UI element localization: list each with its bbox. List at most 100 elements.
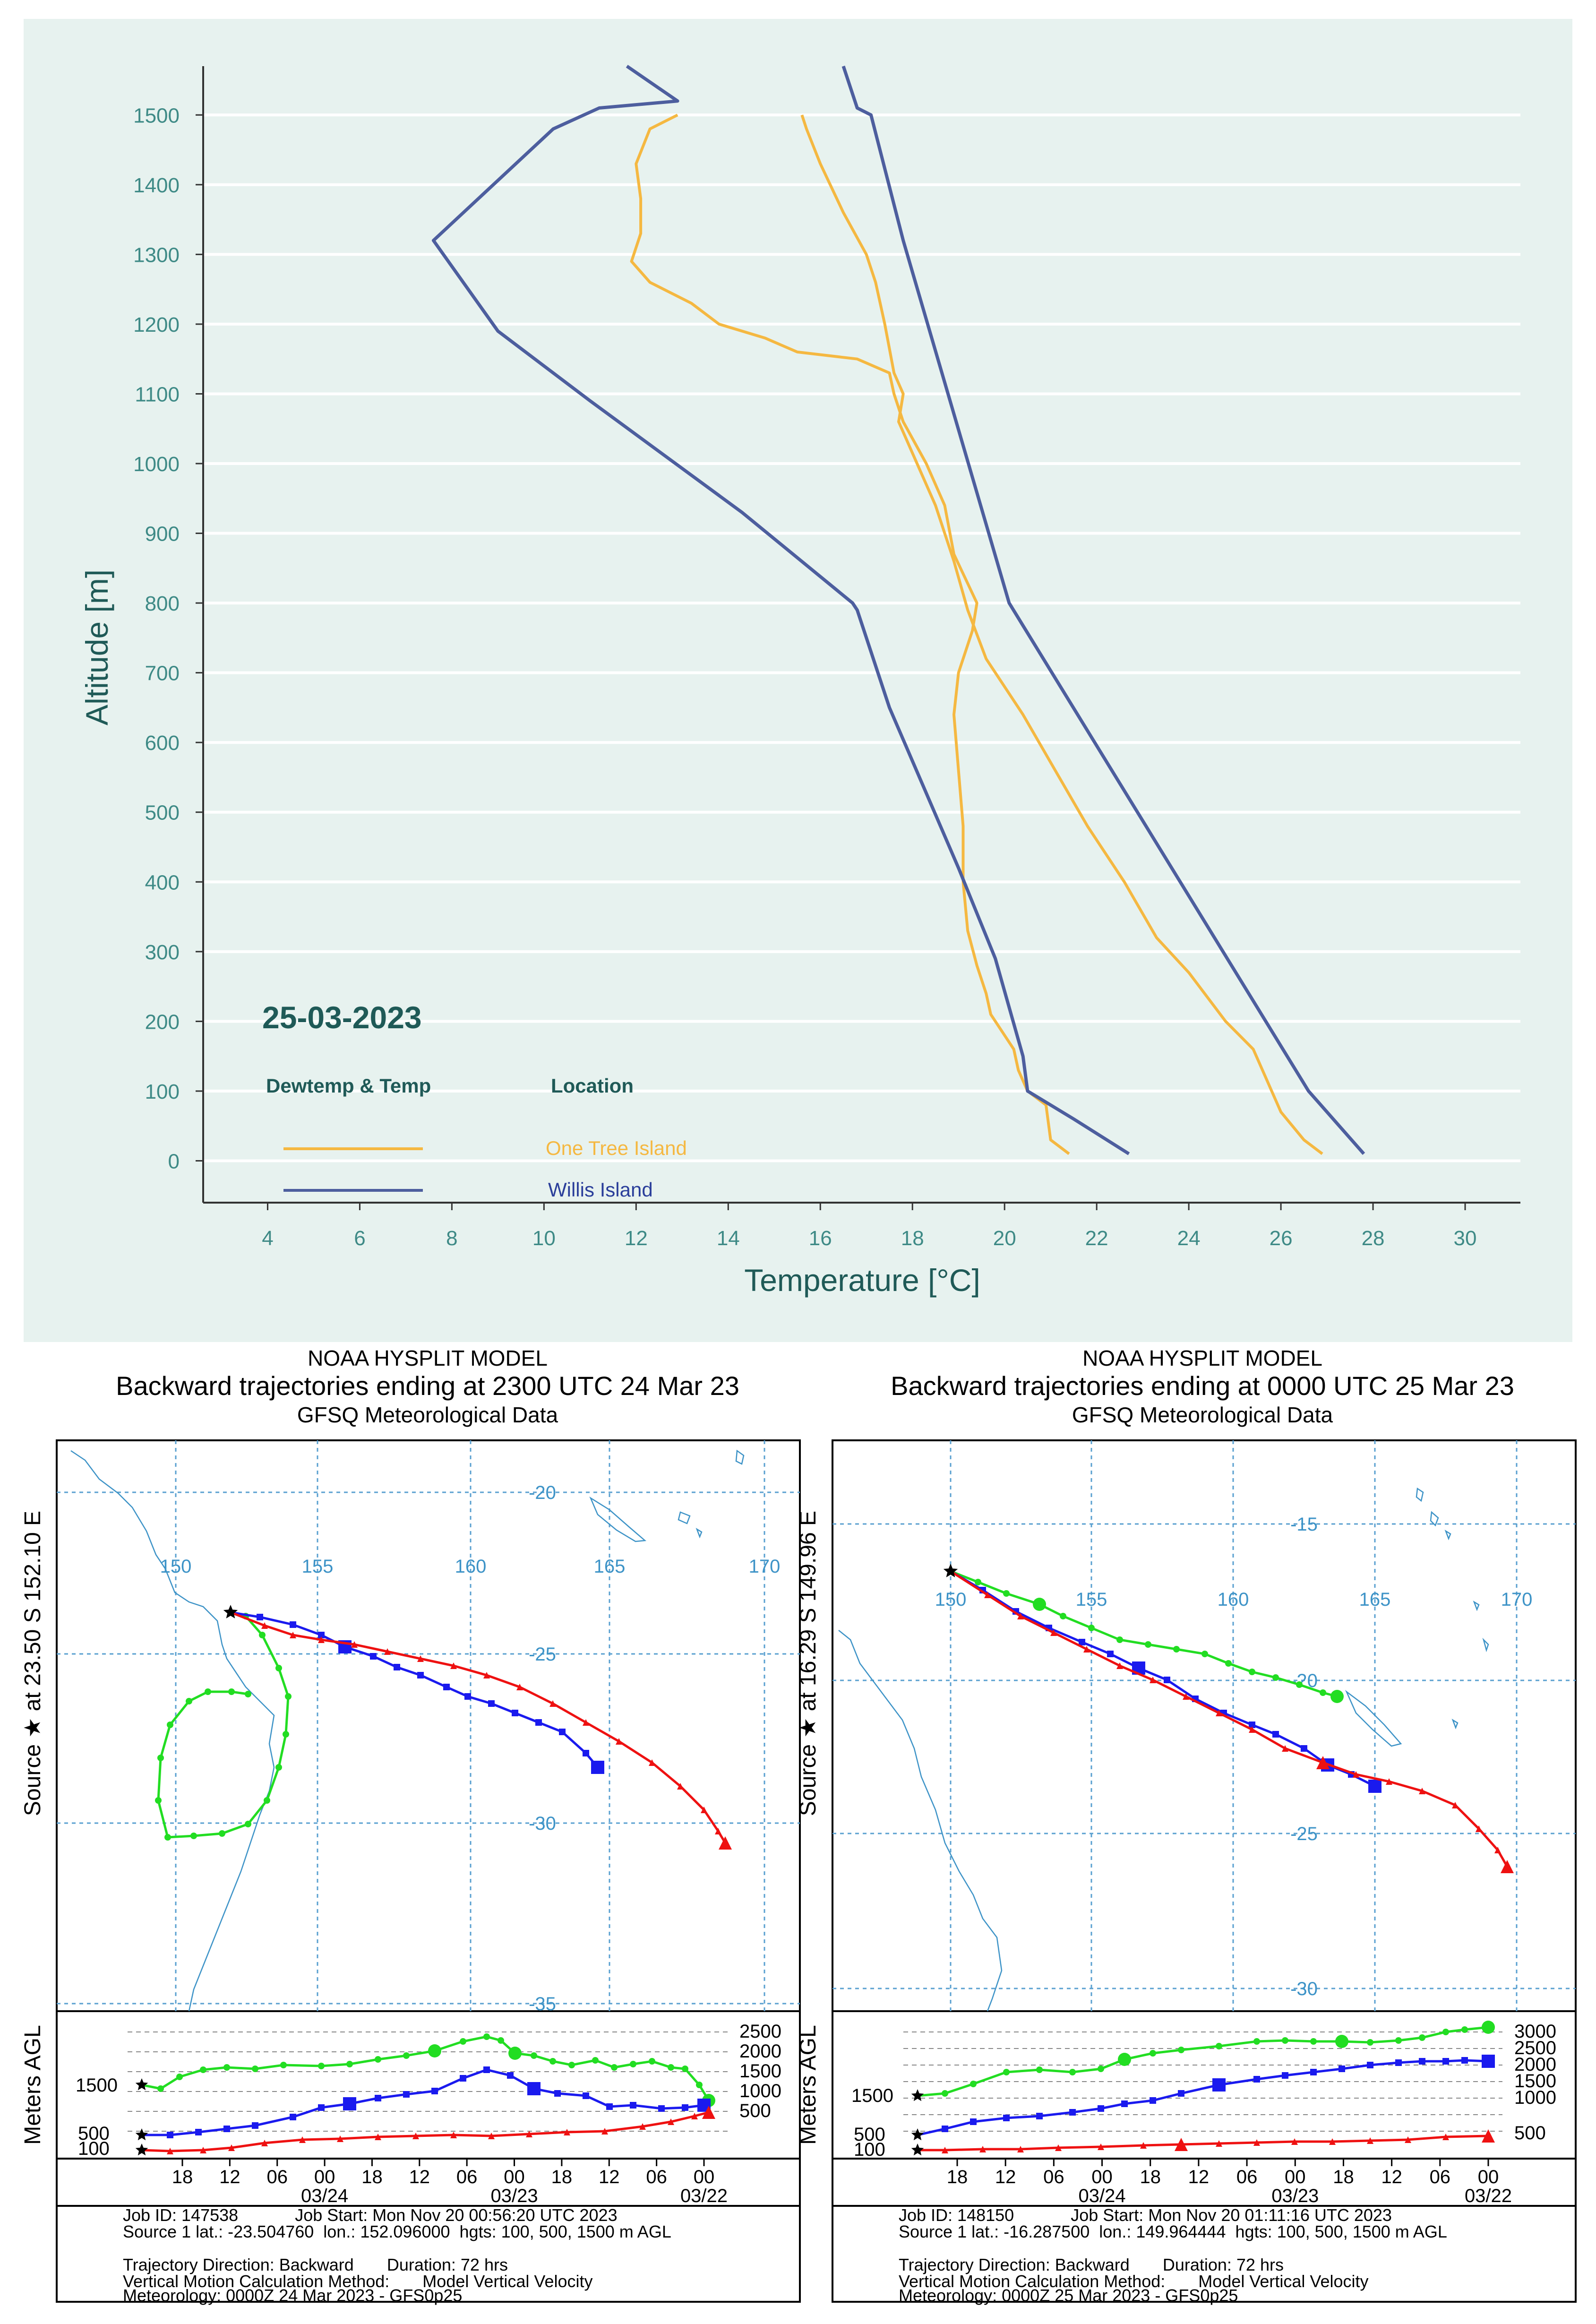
trajectory-marker — [1419, 2058, 1425, 2065]
profile-panel-background — [24, 19, 1572, 1342]
source-star-icon — [911, 2128, 924, 2141]
date-tick-label: 03/22 — [1465, 2186, 1512, 2206]
hysplit-title-line2: Backward trajectories ending at 2300 UTC… — [116, 1371, 739, 1401]
trajectory-marker — [1272, 1731, 1279, 1738]
trajectory-marker — [190, 1833, 197, 1839]
lon-tick: 165 — [594, 1556, 626, 1577]
trajectory-marker — [970, 2118, 977, 2125]
lat-tick-labels: -20 -25 -30 -35 — [529, 1482, 556, 2014]
x-tick-label: 24 — [1177, 1227, 1201, 1250]
height-red — [141, 2111, 709, 2152]
trajectory-marker — [979, 2146, 986, 2152]
coastline — [838, 1487, 1489, 2012]
trajectory-marker — [167, 2148, 173, 2154]
trajectory-marker — [549, 2058, 556, 2065]
trajectory-marker — [507, 2072, 514, 2079]
trajectory-marker — [1253, 2038, 1260, 2045]
trajectory-marker — [200, 2066, 206, 2073]
trajectory-marker — [259, 1632, 266, 1638]
trajectory-marker — [1253, 2139, 1260, 2146]
trajectory-marker — [1367, 2137, 1373, 2144]
trajectory-marker — [1098, 2143, 1104, 2150]
trajectory-marker — [394, 1664, 400, 1670]
height-profile — [911, 2021, 1495, 2156]
x-tick-label: 22 — [1085, 1227, 1108, 1250]
trajectory-marker — [591, 1761, 604, 1774]
x-tick-label: 4 — [262, 1227, 273, 1250]
trajectory-marker — [1178, 2090, 1184, 2097]
trajectory-marker — [1310, 2069, 1317, 2075]
trajectory-marker — [205, 1688, 211, 1695]
trajectory-marker — [346, 2061, 353, 2067]
x-tick-label: 16 — [809, 1227, 832, 1250]
trajectory-marker — [1036, 2066, 1043, 2073]
trajectory-marker — [1461, 2026, 1468, 2033]
lat-tick: -20 — [529, 1482, 556, 1503]
source-height: 1500 — [851, 2085, 893, 2106]
trajectory-red — [230, 1611, 727, 1844]
height-axis-label: Meters AGL — [796, 2025, 821, 2144]
trajectory-marker — [719, 1836, 732, 1850]
trajectory-marker — [200, 2147, 206, 2153]
trajectory-marker — [1482, 2021, 1495, 2034]
trajectory-marker — [1442, 2029, 1449, 2035]
trajectory-marker — [1212, 2078, 1226, 2092]
trajectory-marker — [1395, 2037, 1402, 2044]
trajectory-marker — [1482, 2055, 1495, 2068]
trajectory-marker — [157, 1755, 164, 1761]
trajectory-marker — [155, 1797, 162, 1804]
trajectory-marker — [1003, 2069, 1010, 2075]
trajectory-marker — [535, 1719, 542, 1726]
trajectory-marker — [1442, 2134, 1449, 2140]
date-tick-label: 03/23 — [1271, 2186, 1319, 2206]
trajectory-marker — [1419, 2034, 1425, 2041]
trajectory-marker — [261, 1622, 268, 1629]
lon-tick: 165 — [1359, 1589, 1391, 1610]
trajectory-marker — [375, 2056, 381, 2063]
trajectory-marker — [682, 2066, 688, 2072]
y-tick-label: 900 — [145, 523, 180, 546]
height-level: 1500 — [739, 2061, 781, 2082]
date-tick-label: 03/24 — [1078, 2186, 1125, 2206]
trajectory-marker — [1116, 1636, 1123, 1643]
date-tick-label: 03/23 — [490, 2186, 538, 2206]
trajectory-marker — [696, 2082, 703, 2088]
coastline — [70, 1449, 745, 2012]
trajectory-marker — [252, 2066, 258, 2072]
y-tick-label: 300 — [145, 941, 180, 964]
trajectory-marker — [649, 1759, 655, 1766]
trajectory-marker — [1249, 1669, 1255, 1675]
trajectory-marker — [176, 2074, 183, 2080]
source-star-icon — [911, 2089, 924, 2101]
trajectory-marker — [1330, 1690, 1344, 1703]
source-label: Source ★ at 23.50 S 152.10 E — [20, 1511, 45, 1816]
trajectory-marker — [1386, 1778, 1392, 1785]
trajectory-marker — [1164, 1677, 1170, 1683]
trajectory-marker — [370, 1653, 377, 1660]
x-tick-label: 6 — [354, 1227, 365, 1250]
source-height: 1500 — [76, 2075, 118, 2096]
trajectory-marker — [283, 1731, 289, 1738]
y-tick-label: 200 — [145, 1010, 180, 1033]
trajectory-marker — [460, 2038, 466, 2045]
hysplit-panel-left: NOAA HYSPLIT MODEL Backward trajectories… — [20, 1346, 801, 2305]
trajectory-marker — [1335, 2035, 1348, 2048]
time-tick-label: 00 — [504, 2167, 525, 2187]
trajectory-marker — [450, 2132, 457, 2138]
trajectory-marker — [616, 1738, 622, 1745]
height-level: 2000 — [739, 2041, 781, 2062]
trajectory-marker — [157, 2085, 164, 2092]
lat-tick: -20 — [1290, 1670, 1318, 1691]
trajectory-marker — [526, 2131, 532, 2137]
trajectory-marker — [483, 2033, 490, 2040]
series-line-willis-island — [431, 65, 1130, 1155]
trajectory-marker — [583, 1719, 589, 1726]
hysplit-panel-right: NOAA HYSPLIT MODEL Backward trajectories… — [796, 1346, 1577, 2305]
trajectory-marker — [1501, 1860, 1514, 1873]
x-tick-label: 26 — [1270, 1227, 1293, 1250]
trajectory-marker — [417, 1655, 424, 1662]
source-star-icon — [135, 2128, 148, 2141]
trajectory-marker — [1033, 1598, 1046, 1611]
height-level: 1000 — [1514, 2087, 1556, 2108]
